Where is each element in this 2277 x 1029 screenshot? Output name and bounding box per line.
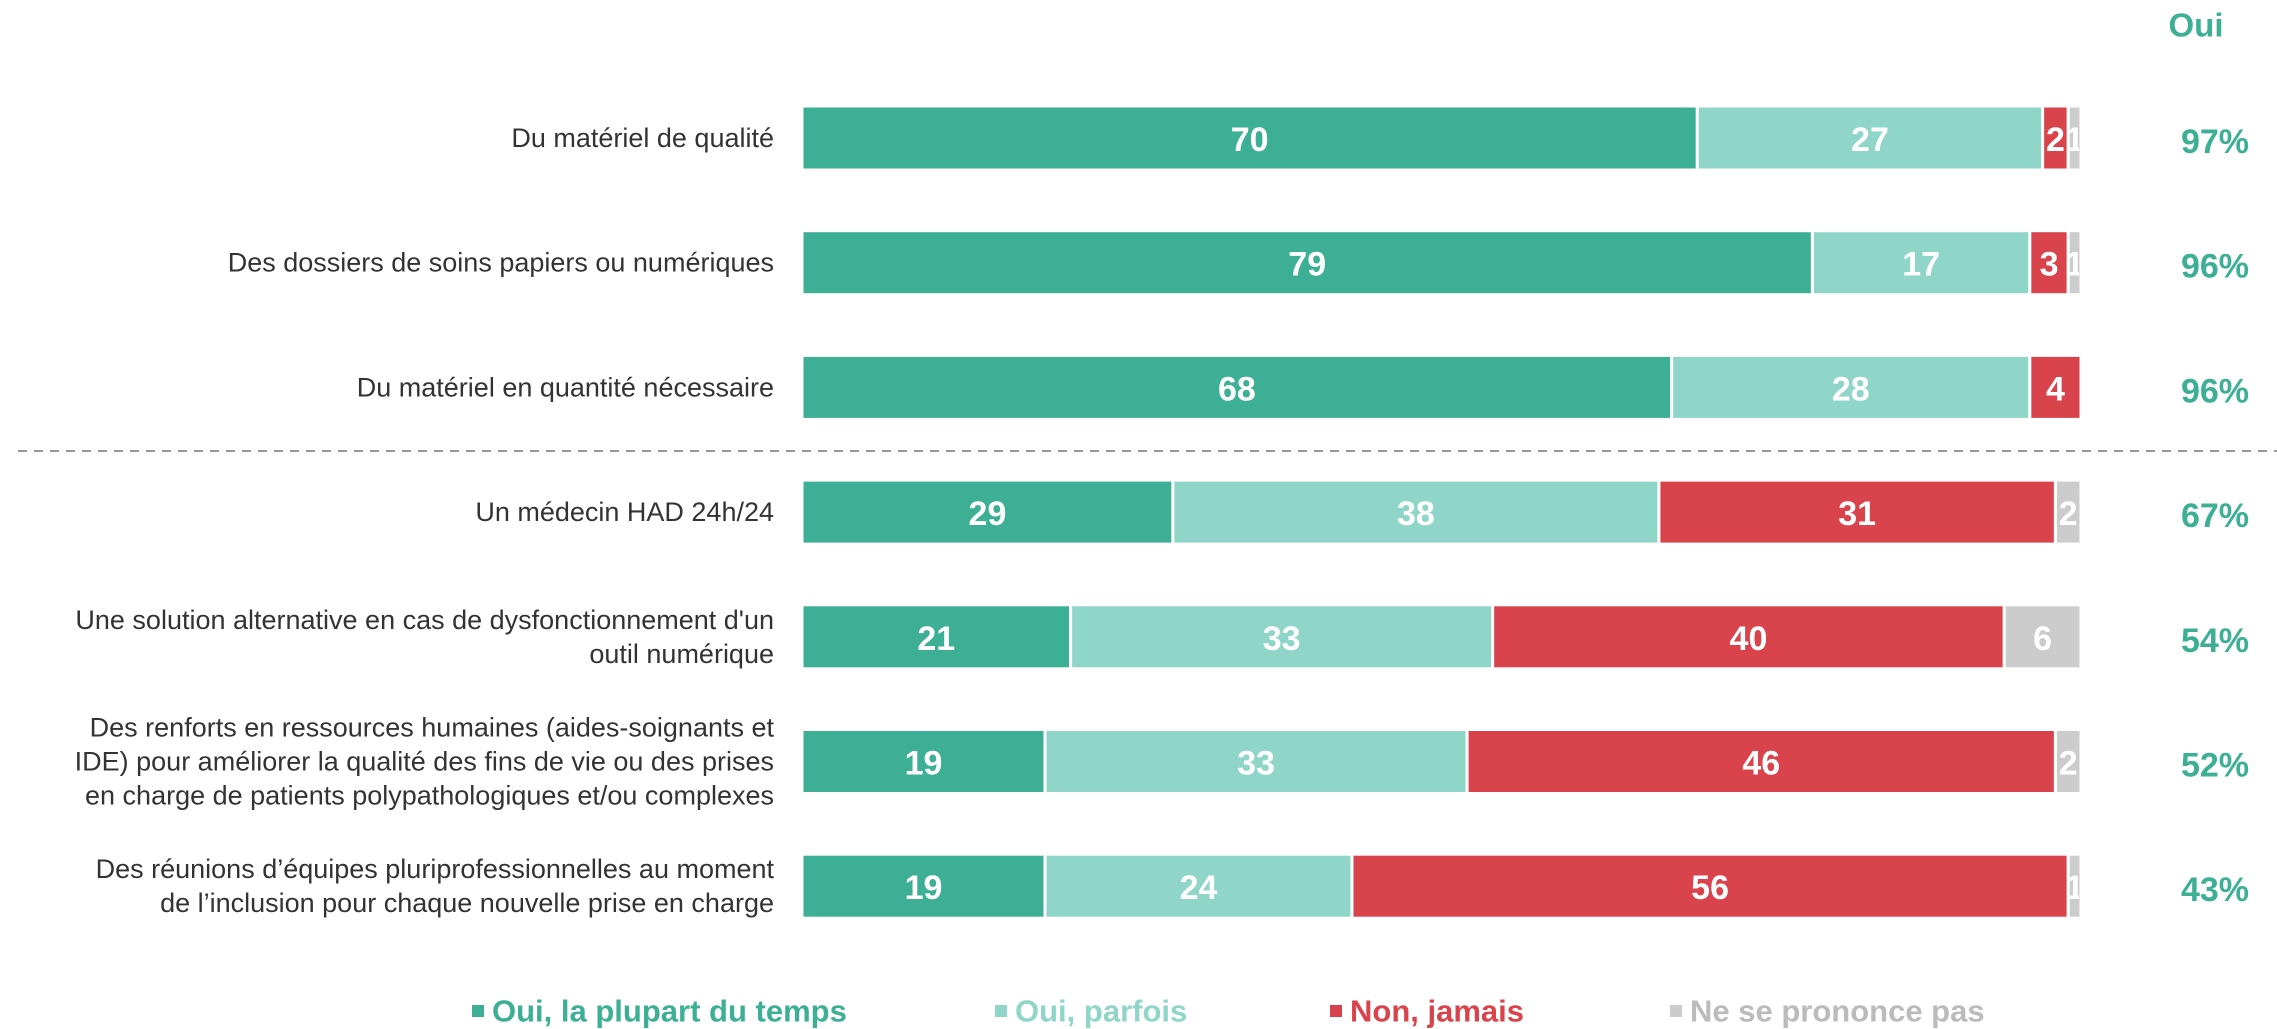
data-label: 19 bbox=[905, 869, 943, 907]
category-label: Des dossiers de soins papiers ou numériq… bbox=[228, 248, 774, 278]
bar-segment bbox=[1350, 852, 2070, 920]
data-label: 2 bbox=[2059, 495, 2078, 533]
bar-segment bbox=[2002, 603, 2083, 671]
legend-label: Oui, la plupart du temps bbox=[492, 994, 847, 1029]
total-label: 96% bbox=[2181, 372, 2249, 410]
data-label: 21 bbox=[917, 620, 955, 658]
data-label: 1 bbox=[2065, 869, 2084, 907]
legend-marker bbox=[995, 1005, 1007, 1017]
bar-segment bbox=[2053, 728, 2083, 795]
data-label: 40 bbox=[1730, 620, 1768, 658]
legend-label: Ne se prononce pas bbox=[1690, 994, 1985, 1029]
data-label: 4 bbox=[2046, 370, 2065, 408]
category-label: Une solution alternative en cas de dysfo… bbox=[75, 605, 774, 669]
total-label: 97% bbox=[2181, 123, 2249, 161]
data-label: 17 bbox=[1902, 246, 1940, 284]
totals-title: Oui bbox=[2169, 7, 2224, 44]
data-label: 1 bbox=[2065, 246, 2084, 284]
data-label: 31 bbox=[1838, 495, 1876, 533]
bar-segment bbox=[2066, 104, 2083, 172]
category-label: Un médecin HAD 24h/24 bbox=[475, 497, 774, 527]
data-label: 3 bbox=[2040, 246, 2059, 284]
data-label: 6 bbox=[2033, 620, 2052, 658]
data-label: 29 bbox=[969, 495, 1007, 533]
data-label: 19 bbox=[905, 745, 943, 783]
bar-segment bbox=[2066, 852, 2083, 920]
bar-segment bbox=[800, 603, 1073, 671]
legend-marker bbox=[1670, 1005, 1682, 1017]
bar-segment bbox=[1695, 104, 2045, 172]
data-label: 56 bbox=[1691, 869, 1729, 907]
legend-marker bbox=[472, 1005, 484, 1017]
category-label: Du matériel de qualité bbox=[511, 123, 774, 153]
data-label: 28 bbox=[1832, 370, 1870, 408]
legend-label: Non, jamais bbox=[1350, 994, 1524, 1029]
bar-segment bbox=[800, 852, 1047, 920]
legend-marker bbox=[1330, 1005, 1342, 1017]
bar-segment bbox=[2066, 229, 2083, 297]
bar-segment bbox=[1171, 478, 1661, 546]
category-label: Des renforts en ressources humaines (aid… bbox=[75, 713, 775, 811]
category-label: Du matériel en quantité nécessaire bbox=[357, 372, 774, 402]
data-label: 79 bbox=[1288, 246, 1326, 284]
data-label: 46 bbox=[1742, 745, 1780, 783]
total-label: 54% bbox=[2181, 622, 2249, 660]
data-label: 68 bbox=[1218, 370, 1256, 408]
data-label: 33 bbox=[1237, 745, 1275, 783]
bar-segment bbox=[1043, 728, 1469, 795]
total-label: 67% bbox=[2181, 497, 2249, 535]
data-label: 70 bbox=[1231, 121, 1269, 159]
bar-segment bbox=[800, 104, 1699, 172]
data-label: 2 bbox=[2046, 121, 2065, 159]
data-label: 33 bbox=[1263, 620, 1301, 658]
data-label: 38 bbox=[1397, 495, 1435, 533]
data-label: 2 bbox=[2059, 745, 2078, 783]
total-label: 52% bbox=[2181, 747, 2249, 785]
bar-segment bbox=[2053, 478, 2083, 546]
legend-label: Oui, parfois bbox=[1015, 994, 1187, 1029]
bar-segment bbox=[1043, 852, 1354, 920]
category-label: Des réunions d’équipes pluriprofessionne… bbox=[96, 854, 775, 918]
data-label: 24 bbox=[1180, 869, 1218, 907]
data-label: 27 bbox=[1851, 121, 1889, 159]
bar-segment bbox=[2028, 353, 2083, 421]
total-label: 43% bbox=[2181, 871, 2249, 909]
total-label: 96% bbox=[2181, 248, 2249, 286]
bar-segment bbox=[1465, 728, 2057, 795]
bar-segment bbox=[1491, 603, 2006, 671]
data-label: 1 bbox=[2065, 121, 2084, 159]
